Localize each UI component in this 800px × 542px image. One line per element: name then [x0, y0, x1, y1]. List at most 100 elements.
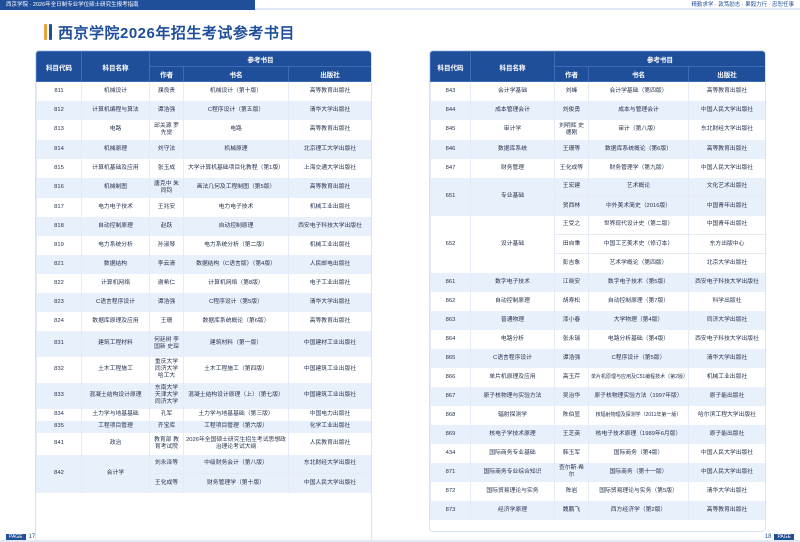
cell-name: 电路: [81, 119, 150, 140]
cell-book: 建筑材料（第一版）: [183, 330, 289, 357]
cell-book: 会计学基础（第四版）: [588, 81, 689, 101]
table-row: 832 土木工程施工 重庆大学 同济大学 哈工大 土木工程施工（第四版） 中国建筑工业出…: [36, 356, 371, 383]
cell-author: 刘永泽等: [149, 454, 184, 474]
cell-name: C语言程序设计: [470, 348, 555, 368]
cell-author: 漆小春: [554, 310, 589, 330]
cell-book: 混凝土结构设计原理（上）（第七版）: [183, 382, 289, 409]
table-body-right: 843 会计学基础 刘峰 会计学基础（第四版） 高等教育出版社 844 成本管理会计 刘俊勇…: [430, 81, 765, 520]
cell-book: 机械设计（第十版）: [183, 81, 289, 101]
table-row: 818 自动控制原理 赵跃 自动控制原理 西安电子科技大学出版社: [36, 216, 371, 236]
cell-name: 自动控制原理: [470, 291, 555, 311]
cell-author: 孙淑琴: [149, 235, 184, 255]
cell-name: 工程项目管理: [81, 420, 150, 433]
cell-name: 审计学: [470, 119, 555, 140]
cell-name: 机械设计: [81, 81, 150, 101]
cell-publisher: 清华大学出版社: [288, 100, 371, 120]
cell-author: 李云清: [149, 254, 184, 274]
table-row: 651 专业基础 王宏建 艺术概论 文化艺术出版社: [430, 177, 765, 216]
cell-publisher: 人民教育出版社: [288, 432, 371, 455]
cell-code: 861: [430, 272, 471, 292]
cell-book: 电路: [183, 119, 289, 140]
cell-code: 819: [36, 235, 82, 255]
cell-book: 大学计算机基础项目化教程（第1版）: [183, 158, 289, 178]
cell-name: 自动控制原理: [81, 216, 150, 236]
cell-publisher: 中国建筑工业出版社: [288, 382, 371, 409]
cell-name: 设计基础: [470, 215, 555, 273]
cell-book: 电力电子技术: [183, 197, 289, 217]
cell-publisher: 北京大学出版社: [688, 253, 765, 273]
cell-name: 电力电子技术: [81, 197, 150, 217]
cell-book: 世界现代设计史（第二版）: [588, 215, 689, 235]
cell-author: 谭浩强: [149, 292, 184, 312]
header-publisher: 出版社: [688, 66, 765, 82]
header-code: 科目代码: [430, 51, 471, 82]
cell-author: 江晓安: [554, 272, 589, 292]
cell-author: 魏鹏飞: [554, 500, 589, 520]
table-row: 814 机械原理 刘守法 机械原理 北京理工大学出版社: [36, 139, 371, 159]
table-row: 864 电路分析 张永瑞 电路分析基础（第4版） 西安电子科技大学出版社: [430, 329, 765, 349]
cell-publisher: 西安电子科技大学出版社: [688, 272, 765, 292]
cell-book: 中外美术简史（2016版）: [588, 196, 689, 216]
cell-publisher: 机械工业出版社: [688, 367, 765, 387]
cell-book: 核电子技术原理（1989年6月版）: [588, 424, 689, 444]
left-page: 西京学院2026年招生考试参考书目 科目代码 科目名称 参考书目 作者 书名 出…: [0, 12, 400, 542]
cell-book: 成本与管理会计: [588, 100, 689, 120]
cell-author: 孔军: [149, 408, 184, 421]
cell-book: C程序设计（第5版）: [588, 348, 689, 368]
cell-author: 谭浩强: [554, 348, 589, 368]
cell-book: 数据结构（C语言版）（第4版）: [183, 254, 289, 274]
cell-code: 865: [430, 348, 471, 368]
header-code: 科目代码: [36, 51, 82, 82]
cell-book: 西方经济学（第2版）: [588, 500, 689, 520]
cell-book: 数据库系统概论（第6版）: [183, 311, 289, 331]
cell-publisher: 中国人民大学出版社: [688, 100, 765, 120]
cell-book: 2026年全国硕士研究生招生考试思想政治理论考试大纲: [183, 432, 289, 455]
cell-name: 经济学原理: [470, 500, 555, 520]
table-body-left: 811 机械设计 濮良贵 机械设计（第十版） 高等教育出版社 812 计算机编程与算法 谭浩…: [36, 81, 371, 493]
cell-code: 824: [36, 311, 82, 331]
table-row: 843 会计学基础 刘峰 会计学基础（第四版） 高等教育出版社: [430, 81, 765, 101]
table-row: 811 机械设计 濮良贵 机械设计（第十版） 高等教育出版社: [36, 81, 371, 101]
cell-book: 中国工艺美术史（修订本）: [588, 234, 689, 254]
table-row: 862 自动控制原理 胡寿松 自动控制原理（第7版） 科学出版社: [430, 291, 765, 311]
table-row: 866 单片机原理及应用 高玉芹 单片机原理与应用及C51编程技术（第2版） 机械工业出…: [430, 367, 765, 387]
cell-code: 818: [36, 216, 82, 236]
table-row: 871 国际商务专业综合知识 查尔斯·希尔 国际商务（第十一版） 中国人民大学出版社: [430, 462, 765, 482]
cell-name: 电力系统分析: [81, 235, 150, 255]
guide-header: 西京学院 · 2026年全日制专业学位硕士研究生报考指南: [0, 0, 255, 10]
header-publisher: 出版社: [288, 66, 371, 82]
table-row: 824 数据库原理及应用 王珊 数据库系统概论（第6版） 高等教育出版社: [36, 311, 371, 331]
cell-author: 张玉成: [149, 158, 184, 178]
header-strip: [255, 8, 800, 10]
page-title: 西京学院2026年招生考试参考书目: [44, 21, 295, 43]
table-row: 816 机械制图 唐克中 朱同钧 画法几何及工程制图（第5版） 高等教育出版社: [36, 177, 371, 198]
table-row: 彭吉象 艺术学概论（第四版） 北京大学出版社: [431, 253, 765, 273]
cell-book: 财务管理学（第九版）: [588, 158, 689, 178]
table-row: 845 审计学 刘明辉 史德刚 审计（第八版） 东北财经大学出版社: [430, 119, 765, 140]
table-row: 834 土力学与地基基础 孔军 土力学与地基基础（第三版） 中国电力出版社: [36, 408, 371, 421]
cell-author: 陈岩: [554, 481, 589, 501]
cell-code: 872: [430, 481, 471, 501]
cell-name: 混凝土结构设计原理: [81, 382, 150, 409]
table-row: 823 C语言程序设计 谭浩强 C程序设计（第5版） 清华大学出版社: [36, 292, 371, 312]
cell-publisher: 中国电力出版社: [288, 408, 371, 421]
cell-author: 东南大学 天津大学 同济大学: [149, 382, 184, 409]
cell-publisher: 中国人民大学出版社: [688, 158, 765, 178]
title-accent-bar: [44, 24, 47, 40]
cell-book: C程序设计（第五版）: [183, 100, 289, 120]
cell-publisher: 中国青年出版社: [688, 196, 765, 216]
cell-author: 刘守法: [149, 139, 184, 159]
cell-name: 数字电子技术: [470, 272, 555, 292]
cell-author: 韩玉军: [554, 443, 589, 463]
reference-table-card: 科目代码 科目名称 参考书目 作者 书名 出版社 811 机械设计 濮良贵 机械设计（…: [35, 50, 372, 542]
cell-name: 政治: [81, 432, 150, 455]
cell-code: 823: [36, 292, 82, 312]
cell-author: 查尔斯·希尔: [554, 462, 589, 482]
table-row: 869 核电子学技术原理 王芝英 核电子技术原理（1989年6月版） 原子能出版社: [430, 424, 765, 444]
cell-code: 873: [430, 500, 471, 520]
cell-book: 国际贸易理论与实务（第5版）: [588, 481, 689, 501]
cell-code: 871: [430, 462, 471, 482]
cell-book: 工程项目管理（第六版）: [183, 420, 289, 433]
cell-code: 822: [36, 273, 82, 293]
cell-book: 国际商务（第4版）: [588, 443, 689, 463]
